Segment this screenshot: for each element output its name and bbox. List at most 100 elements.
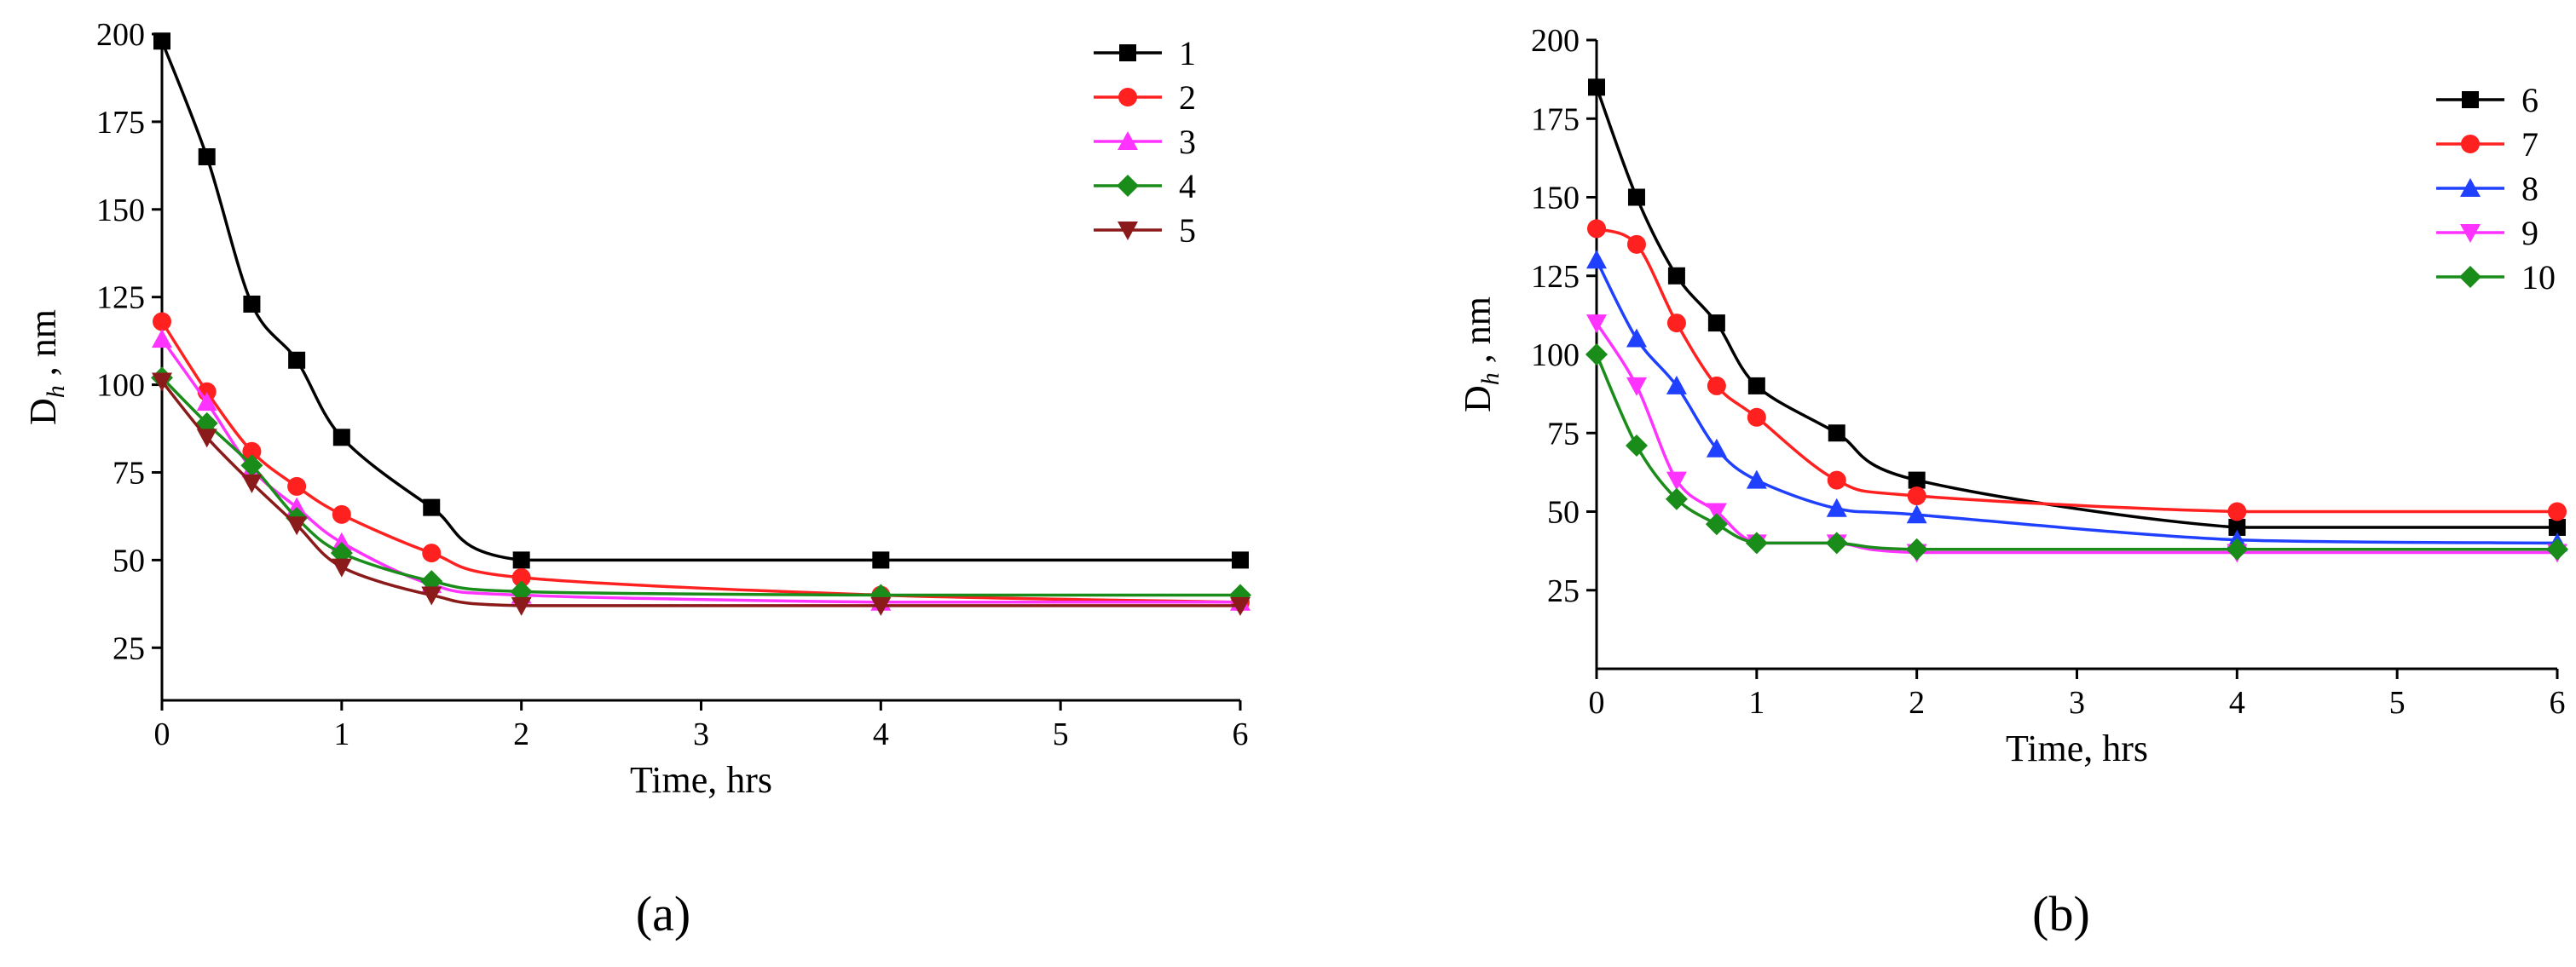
y-axis-label-subscript: h	[1476, 372, 1505, 385]
data-point-series-8	[1626, 328, 1647, 348]
data-point-series-1	[243, 295, 261, 313]
data-point-series-10	[1585, 343, 1608, 366]
data-point-series-6	[2549, 518, 2566, 536]
data-point-series-5	[196, 429, 217, 448]
data-point-series-9	[1626, 377, 1647, 396]
panel-caption: (b)	[2032, 886, 2090, 941]
data-point-series-10	[1625, 435, 1648, 458]
data-point-series-6	[1707, 314, 1725, 332]
x-tick-label: 4	[2229, 685, 2245, 721]
series-line-5	[160, 380, 1240, 607]
data-point-series-2	[242, 441, 262, 461]
data-point-series-6	[1667, 267, 1685, 285]
panel-caption: (a)	[636, 886, 690, 941]
data-point-series-9	[1706, 503, 1727, 522]
data-point-series-7	[1827, 470, 1846, 490]
data-point-series-7	[1707, 376, 1726, 395]
data-point-series-5	[870, 596, 892, 616]
x-tick-label: 5	[2389, 685, 2406, 721]
x-tick-label: 3	[2069, 685, 2085, 721]
legend-label-8: 8	[2521, 170, 2538, 208]
legend-marker-3	[1118, 131, 1138, 150]
data-point-series-10	[1825, 532, 1848, 555]
data-point-series-6	[2228, 518, 2246, 536]
data-point-series-7	[1907, 486, 1926, 506]
legend-marker-7	[2461, 135, 2480, 153]
x-tick-label: 0	[154, 717, 170, 752]
y-tick-label: 200	[96, 17, 145, 53]
data-point-series-6	[1747, 377, 1765, 394]
chart-panel-b: 25 50 75 100 125 150 175 200 0 1 2 3 4 5 6 Time, hrs Dh …	[1457, 23, 2568, 941]
legend-marker-2	[1118, 88, 1137, 106]
data-point-series-8	[1906, 504, 1927, 524]
series-line-10	[1595, 354, 2557, 551]
data-point-series-8	[1586, 250, 1607, 269]
data-point-series-8	[1666, 375, 1687, 394]
legend-marker-5	[1118, 222, 1138, 240]
data-point-series-10	[1665, 487, 1688, 510]
data-point-series-4	[240, 454, 263, 477]
series-line-1	[160, 40, 1240, 562]
legend-label-7: 7	[2521, 125, 2538, 164]
data-point-series-5	[152, 372, 172, 392]
x-tick-label: 5	[1053, 717, 1069, 752]
data-point-series-7	[1587, 219, 1606, 239]
data-point-series-2	[511, 567, 531, 587]
data-point-series-7	[2227, 502, 2247, 521]
data-point-series-5	[511, 596, 532, 616]
x-axis-label: Time, hrs	[630, 759, 772, 801]
data-point-series-10	[2546, 538, 2568, 561]
y-axis-label: Dh , nm	[22, 309, 70, 425]
y-axis-label-main: D	[22, 398, 64, 425]
series-line-9	[1595, 322, 2557, 555]
y-tick-label: 75	[113, 455, 145, 491]
data-point-series-1	[198, 148, 216, 166]
legend-label-2: 2	[1179, 78, 1196, 117]
data-point-series-8	[1826, 498, 1847, 517]
data-point-series-1	[332, 429, 350, 446]
x-tick-label: 2	[1909, 685, 1925, 721]
y-tick-label: 200	[1531, 23, 1580, 59]
legend-label-4: 4	[1179, 167, 1196, 205]
x-tick-label: 4	[873, 717, 889, 752]
data-point-series-10	[1705, 513, 1728, 536]
x-tick-label: 2	[513, 717, 529, 752]
data-point-series-1	[423, 498, 441, 516]
legend-label-3: 3	[1179, 123, 1196, 161]
data-point-series-2	[153, 312, 171, 331]
legend-marker-1	[1119, 44, 1136, 61]
y-tick-label: 150	[96, 193, 145, 228]
legend-label-9: 9	[2521, 214, 2538, 252]
y-tick-label: 100	[96, 368, 145, 404]
legend-label-5: 5	[1179, 211, 1196, 250]
legend-marker-6	[2462, 91, 2479, 108]
x-tick-label: 6	[2550, 685, 2566, 721]
data-point-series-9	[1666, 471, 1687, 491]
legend-label-1: 1	[1179, 34, 1196, 72]
data-point-series-5	[331, 558, 352, 578]
legend-marker-4	[1117, 175, 1139, 197]
data-point-series-5	[286, 516, 308, 536]
data-point-series-3	[196, 392, 217, 412]
y-axis-label-main: D	[1457, 385, 1499, 412]
data-point-series-2	[422, 544, 442, 563]
legend-marker-9	[2460, 224, 2481, 243]
y-tick-label: 25	[1547, 573, 1580, 609]
y-axis-label-unit: , nm	[1457, 296, 1499, 372]
data-point-series-1	[512, 551, 530, 569]
y-tick-label: 100	[1531, 337, 1580, 373]
series-line-8	[1595, 259, 2558, 545]
data-point-series-10	[2226, 538, 2249, 561]
y-tick-label: 175	[96, 105, 145, 141]
y-tick-label: 150	[1531, 181, 1580, 216]
data-point-series-1	[872, 551, 890, 569]
data-point-series-5	[421, 586, 442, 606]
data-point-series-6	[1908, 471, 1926, 489]
data-point-series-6	[1828, 424, 1845, 442]
data-point-series-6	[1627, 188, 1645, 206]
legend-marker-8	[2460, 178, 2481, 197]
y-tick-label: 50	[1547, 495, 1580, 531]
y-tick-label: 125	[1531, 259, 1580, 295]
data-point-series-7	[1626, 234, 1646, 254]
y-tick-label: 50	[113, 543, 145, 578]
